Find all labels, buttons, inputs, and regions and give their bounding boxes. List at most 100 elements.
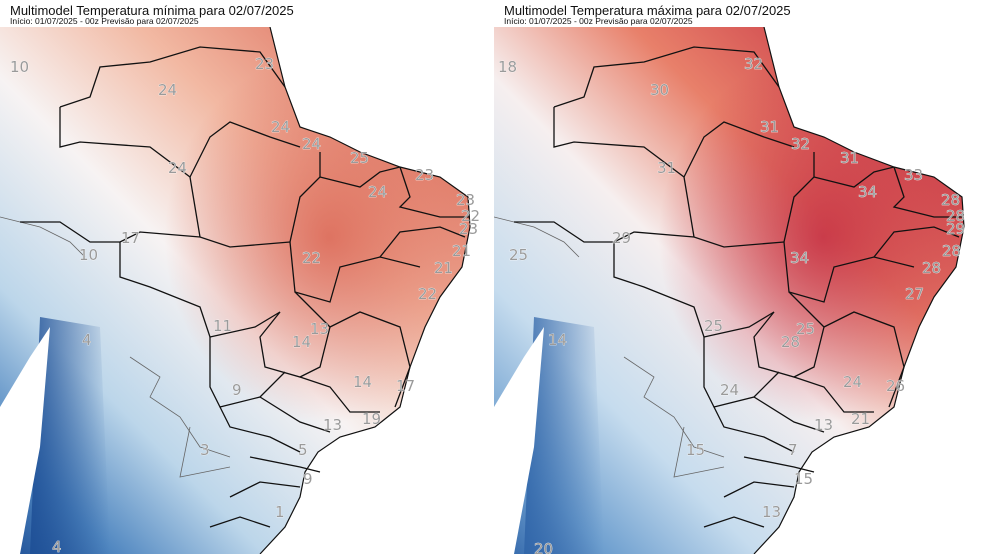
state-border — [553, 46, 780, 108]
temperature-label: 5 — [298, 441, 308, 459]
state-border — [299, 376, 380, 413]
state-border — [379, 226, 466, 258]
state-border — [209, 516, 271, 528]
pacific-ocean — [0, 327, 50, 554]
temperature-label: 13 — [814, 416, 833, 434]
temperature-label: 10 — [79, 246, 98, 264]
country-border — [129, 356, 231, 458]
temperature-label: 1 — [275, 503, 285, 521]
max-temperature-panel: Multimodel Temperatura máxima para 02/07… — [494, 0, 984, 554]
temperature-label: 21 — [452, 242, 471, 260]
temperature-label: 28 — [942, 242, 961, 260]
temperature-label: 24 — [158, 81, 177, 99]
temperature-label: 32 — [791, 135, 810, 153]
temperature-label: 9 — [232, 381, 242, 399]
coastline — [753, 27, 965, 554]
temperature-label: 9 — [303, 470, 313, 488]
temperature-label: 21 — [851, 410, 870, 428]
temperature-label: 15 — [686, 441, 705, 459]
temperature-label: 17 — [396, 377, 415, 395]
temperature-label: 31 — [760, 118, 779, 136]
panel-subtitle: Início: 01/07/2025 - 00z Previsão para 0… — [504, 16, 693, 26]
state-border — [783, 241, 915, 303]
temperature-label: 28 — [781, 333, 800, 351]
temperature-label: 22 — [461, 207, 480, 225]
state-border — [753, 396, 825, 433]
country-border — [623, 356, 725, 458]
temperature-label: 17 — [121, 229, 140, 247]
temperature-label: 34 — [790, 249, 809, 267]
state-border — [119, 242, 281, 338]
temperature-label: 23 — [415, 166, 434, 184]
temperature-label: 11 — [213, 317, 232, 335]
min-temperature-panel: Multimodel Temperatura mínima para 02/07… — [0, 0, 490, 554]
state-border — [229, 481, 301, 498]
temperature-label: 20 — [534, 540, 553, 554]
temperature-label: 19 — [362, 410, 381, 428]
temperature-label: 4 — [82, 331, 92, 349]
temperature-label: 14 — [548, 331, 567, 349]
temperature-label: 28 — [941, 191, 960, 209]
country-border — [179, 426, 231, 478]
coastline — [259, 27, 471, 554]
state-border — [219, 406, 301, 453]
temperature-label: 23 — [456, 191, 475, 209]
state-border — [703, 516, 765, 528]
state-border — [892, 166, 964, 218]
temperature-label: 25 — [704, 317, 723, 335]
state-border — [319, 166, 401, 188]
state-border — [59, 107, 201, 238]
temperature-label: 13 — [762, 503, 781, 521]
state-border — [873, 226, 960, 258]
andes-cold-band — [30, 317, 110, 554]
temperature-label: 28 — [946, 207, 965, 225]
temperature-label: 27 — [905, 285, 924, 303]
temperature-label: 24 — [302, 135, 321, 153]
state-border — [553, 107, 695, 238]
temperature-label: 24 — [368, 183, 387, 201]
state-border — [329, 311, 411, 408]
temperature-label: 25 — [509, 246, 528, 264]
temperature-label: 24 — [271, 118, 290, 136]
temperature-label: 30 — [650, 81, 669, 99]
state-border — [249, 456, 321, 473]
temperature-label: 3 — [200, 441, 210, 459]
andes-cold-band — [524, 317, 604, 554]
temperature-label: 24 — [720, 381, 739, 399]
temperature-label: 23 — [459, 220, 478, 238]
state-border — [289, 241, 421, 303]
state-border — [59, 46, 286, 108]
state-border — [823, 311, 905, 408]
temperature-label: 4 — [52, 538, 62, 554]
temperature-label: 28 — [922, 259, 941, 277]
state-border — [723, 481, 795, 498]
temperature-label: 18 — [498, 58, 517, 76]
temperature-label: 7 — [788, 441, 798, 459]
temperature-label: 13 — [310, 320, 329, 338]
temperature-label: 14 — [353, 373, 372, 391]
state-border — [793, 376, 874, 413]
temperature-label: 22 — [302, 249, 321, 267]
state-border — [743, 456, 815, 473]
temperature-label: 14 — [292, 333, 311, 351]
state-border — [289, 152, 321, 243]
state-border — [398, 166, 470, 218]
temperature-label: 31 — [840, 149, 859, 167]
temperature-hotspot — [494, 27, 964, 554]
state-border — [813, 166, 895, 188]
state-border — [713, 406, 795, 453]
temperature-label: 13 — [323, 416, 342, 434]
panel-subtitle: Início: 01/07/2025 - 00z Previsão para 0… — [10, 16, 199, 26]
temperature-label: 25 — [796, 320, 815, 338]
state-border — [613, 242, 775, 338]
temperature-label: 21 — [434, 259, 453, 277]
temperature-label: 33 — [904, 166, 923, 184]
temperature-label: 22 — [418, 285, 437, 303]
temperature-label: 29 — [946, 220, 965, 238]
pacific-ocean — [494, 327, 544, 554]
temperature-hotspot — [0, 27, 470, 554]
temperature-label: 15 — [794, 470, 813, 488]
temperature-label: 29 — [612, 229, 631, 247]
